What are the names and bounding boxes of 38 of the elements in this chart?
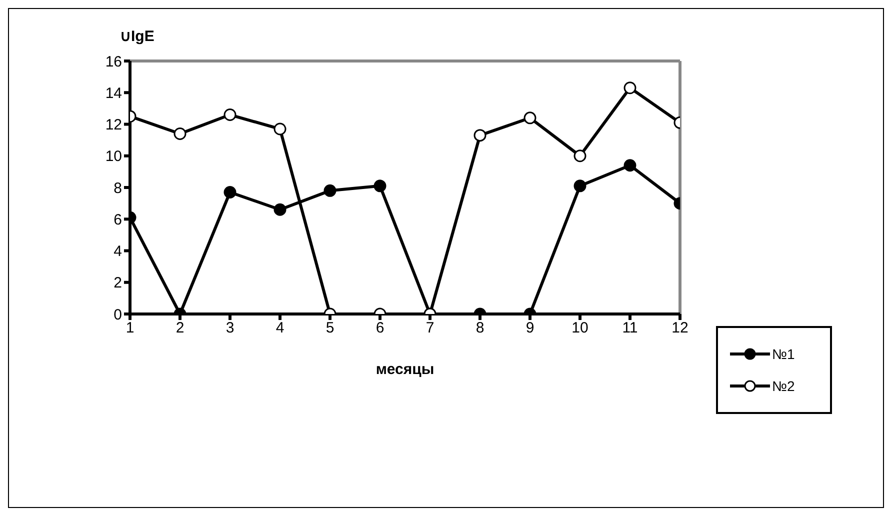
y-tick-label: 6	[114, 211, 122, 228]
x-tick-label: 3	[226, 320, 234, 337]
point	[274, 203, 286, 216]
x-tick-label: 7	[426, 320, 434, 337]
point	[624, 159, 636, 172]
point	[624, 82, 636, 94]
x-tick-label: 2	[176, 320, 184, 337]
x-tick-label: 9	[526, 320, 534, 337]
x-tick-label: 11	[622, 320, 638, 337]
x-tick-label: 10	[572, 320, 588, 337]
x-tick-label: 8	[476, 320, 484, 337]
y-tick-label: 12	[105, 116, 122, 134]
point	[324, 184, 336, 197]
y-tick-label: 4	[114, 243, 122, 260]
x-tick-label: 12	[672, 320, 688, 337]
x-tick-label: 5	[326, 320, 334, 337]
x-tick-label: 6	[376, 320, 384, 337]
point	[174, 127, 186, 140]
point	[374, 180, 386, 192]
legend-label: №2	[772, 378, 795, 394]
point	[274, 122, 286, 136]
point	[574, 150, 586, 162]
y-tick-label: 16	[105, 53, 122, 70]
y-tick-label: 14	[105, 84, 122, 102]
y-tick-label: 0	[114, 306, 122, 324]
x-tick-label: 4	[276, 320, 284, 337]
point	[224, 108, 236, 122]
point	[574, 180, 586, 192]
y-tick-label: 8	[114, 180, 122, 197]
point	[224, 186, 236, 198]
legend-label: №1	[772, 346, 795, 362]
y-tick-label: 10	[105, 148, 122, 166]
x-axis-title: месяцы	[376, 361, 434, 378]
point	[524, 112, 536, 124]
point	[474, 129, 486, 142]
y-tick-label: 2	[114, 274, 122, 292]
x-tick-label: 1	[126, 320, 134, 337]
y-axis-title: ∪IgE	[120, 28, 154, 45]
